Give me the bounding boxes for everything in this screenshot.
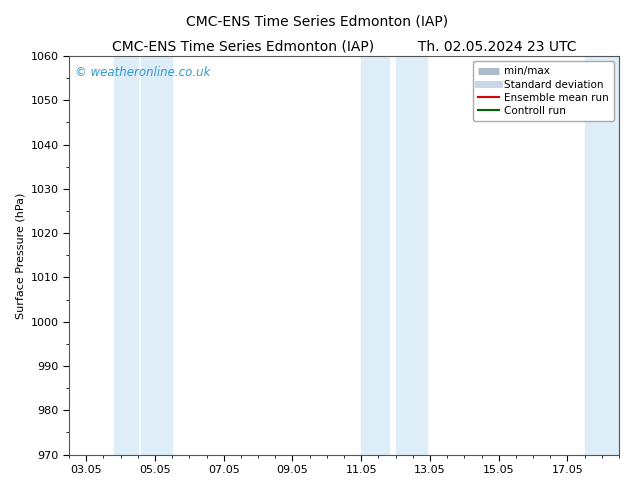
Bar <box>396 56 427 455</box>
Bar <box>585 56 619 455</box>
Bar <box>361 56 389 455</box>
Title: CMC-ENS Time Series Edmonton (IAP)          Th. 02.05.2024 23 UTC: CMC-ENS Time Series Edmonton (IAP) Th. 0… <box>112 40 576 53</box>
Bar <box>141 56 172 455</box>
Bar <box>113 56 138 455</box>
Text: © weatheronline.co.uk: © weatheronline.co.uk <box>75 66 210 79</box>
Legend: min/max, Standard deviation, Ensemble mean run, Controll run: min/max, Standard deviation, Ensemble me… <box>472 61 614 121</box>
Text: CMC-ENS Time Series Edmonton (IAP): CMC-ENS Time Series Edmonton (IAP) <box>186 15 448 29</box>
Y-axis label: Surface Pressure (hPa): Surface Pressure (hPa) <box>15 192 25 318</box>
